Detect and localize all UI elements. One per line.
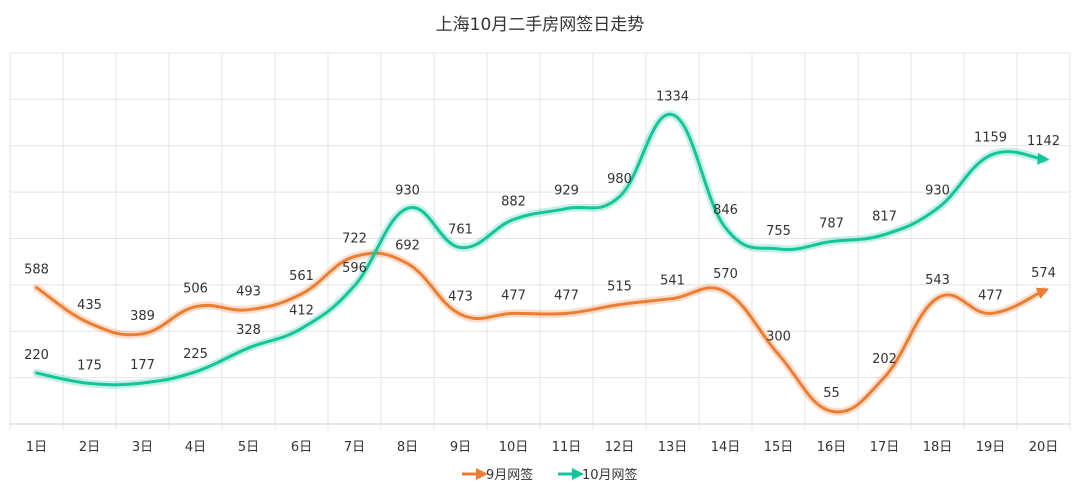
data-label: 328 (236, 323, 261, 338)
data-label: 574 (1031, 266, 1056, 281)
data-label: 225 (183, 347, 208, 362)
data-label: 220 (24, 348, 49, 363)
data-label: 477 (501, 288, 526, 303)
data-label: 202 (872, 352, 897, 367)
x-tick-label: 12日 (605, 440, 635, 455)
data-label: 543 (925, 273, 950, 288)
data-label: 175 (77, 358, 102, 373)
x-tick-label: 20日 (1029, 440, 1059, 455)
data-label: 761 (448, 223, 473, 238)
series-line (35, 113, 1050, 387)
data-label: 541 (660, 274, 685, 289)
x-tick-label: 8日 (397, 440, 418, 455)
data-label: 817 (872, 210, 897, 225)
data-label: 473 (448, 289, 473, 304)
data-label: 1159 (974, 130, 1007, 145)
data-label: 300 (766, 329, 791, 344)
series-line (35, 251, 1050, 414)
data-label: 787 (819, 217, 844, 232)
data-label: 177 (130, 358, 155, 373)
legend-item: 10月网签 (582, 467, 638, 483)
x-tick-label: 18日 (923, 440, 953, 455)
x-tick-label: 17日 (870, 440, 900, 455)
data-label: 882 (501, 194, 526, 209)
data-label: 477 (978, 288, 1003, 303)
x-tick-label: 4日 (185, 440, 206, 455)
x-tick-label: 10日 (499, 440, 529, 455)
data-label: 930 (395, 183, 420, 198)
data-label: 506 (183, 282, 208, 297)
data-label: 755 (766, 224, 791, 239)
data-label: 722 (342, 232, 367, 247)
x-tick-label: 7日 (344, 440, 365, 455)
data-label: 435 (77, 298, 102, 313)
data-label: 692 (395, 239, 420, 254)
data-label: 929 (554, 184, 579, 199)
data-label: 1334 (656, 90, 689, 105)
x-tick-label: 14日 (711, 440, 741, 455)
x-tick-label: 11日 (552, 440, 582, 455)
data-label: 1142 (1027, 134, 1060, 149)
data-label: 493 (236, 285, 261, 300)
x-tick-label: 16日 (817, 440, 847, 455)
data-label: 846 (713, 203, 738, 218)
data-label: 412 (289, 303, 314, 318)
x-tick-label: 6日 (291, 440, 312, 455)
x-tick-label: 1日 (26, 440, 47, 455)
x-tick-label: 2日 (79, 440, 100, 455)
x-tick-label: 19日 (976, 440, 1006, 455)
x-tick-label: 13日 (658, 440, 688, 455)
data-label: 561 (289, 269, 314, 284)
chart-title: 上海10月二手房网签日走势 (435, 15, 645, 35)
data-label: 570 (713, 267, 738, 282)
x-tick-label: 9日 (450, 440, 471, 455)
data-label: 477 (554, 288, 579, 303)
x-tick-label: 3日 (132, 440, 153, 455)
data-label: 515 (607, 280, 632, 295)
data-label: 389 (130, 309, 155, 324)
x-tick-label: 5日 (238, 440, 259, 455)
data-label: 980 (607, 172, 632, 187)
data-label: 55 (823, 386, 840, 401)
legend-item: 9月网签 (486, 467, 533, 483)
x-tick-label: 15日 (764, 440, 794, 455)
data-label: 930 (925, 183, 950, 198)
data-label: 588 (24, 263, 49, 278)
data-label: 596 (342, 261, 367, 276)
